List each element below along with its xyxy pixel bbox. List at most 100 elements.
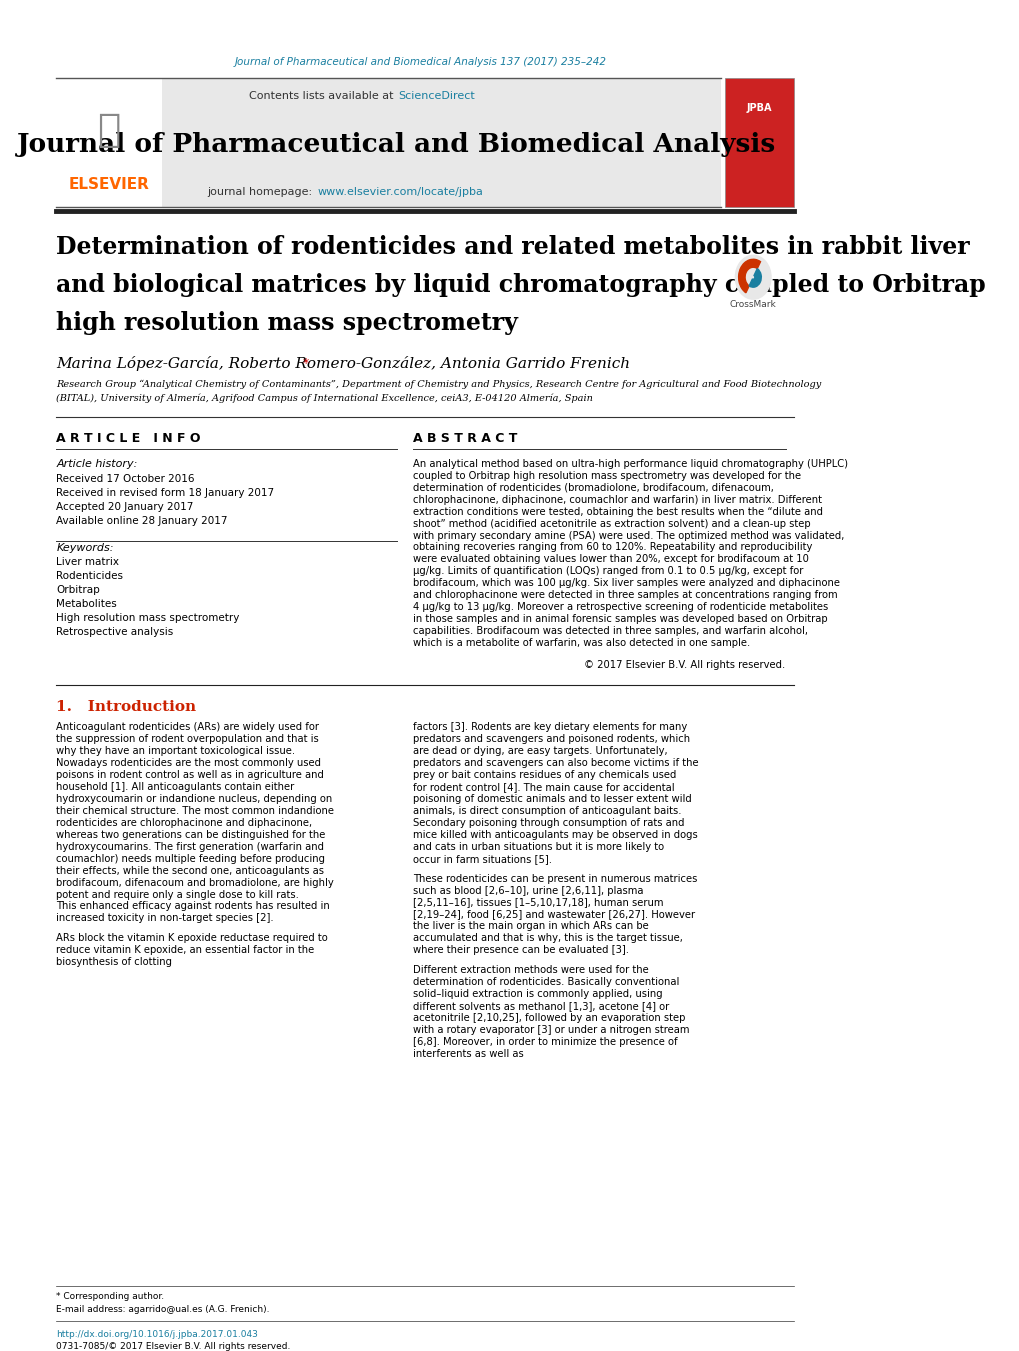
Text: obtaining recoveries ranging from 60 to 120%. Repeatability and reproducibility: obtaining recoveries ranging from 60 to …	[413, 543, 811, 553]
Text: different solvents as methanol [1,3], acetone [4] or: different solvents as methanol [1,3], ac…	[413, 1001, 668, 1011]
Text: [6,8]. Moreover, in order to minimize the presence of: [6,8]. Moreover, in order to minimize th…	[413, 1038, 677, 1047]
Text: where their presence can be evaluated [3].: where their presence can be evaluated [3…	[413, 946, 629, 955]
Text: 4 μg/kg to 13 μg/kg. Moreover a retrospective screening of rodenticide metabolit: 4 μg/kg to 13 μg/kg. Moreover a retrospe…	[413, 603, 827, 612]
Text: biosynthesis of clotting: biosynthesis of clotting	[56, 958, 172, 967]
Text: whereas two generations can be distinguished for the: whereas two generations can be distingui…	[56, 830, 325, 840]
Text: Marina López-García, Roberto Romero-González, Antonia Garrido Frenich: Marina López-García, Roberto Romero-Gonz…	[56, 357, 630, 372]
Text: 🌿: 🌿	[97, 111, 120, 149]
Text: 1.   Introduction: 1. Introduction	[56, 700, 197, 715]
Text: their chemical structure. The most common indandione: their chemical structure. The most commo…	[56, 805, 334, 816]
Text: mice killed with anticoagulants may be observed in dogs: mice killed with anticoagulants may be o…	[413, 830, 697, 840]
Text: and cats in urban situations but it is more likely to: and cats in urban situations but it is m…	[413, 842, 663, 851]
Text: [2,5,11–16], tissues [1–5,10,17,18], human serum: [2,5,11–16], tissues [1–5,10,17,18], hum…	[413, 897, 662, 908]
Text: Rodenticides: Rodenticides	[56, 571, 123, 581]
Text: acetonitrile [2,10,25], followed by an evaporation step: acetonitrile [2,10,25], followed by an e…	[413, 1013, 685, 1023]
Text: high resolution mass spectrometry: high resolution mass spectrometry	[56, 311, 518, 335]
Text: extraction conditions were tested, obtaining the best results when the “dilute a: extraction conditions were tested, obtai…	[413, 507, 822, 516]
Text: A B S T R A C T: A B S T R A C T	[413, 432, 517, 446]
Text: journal homepage:: journal homepage:	[207, 188, 315, 197]
Text: with primary secondary amine (PSA) were used. The optimized method was validated: with primary secondary amine (PSA) were …	[413, 531, 844, 540]
Text: capabilities. Brodifacoum was detected in three samples, and warfarin alcohol,: capabilities. Brodifacoum was detected i…	[413, 627, 807, 636]
Text: accumulated and that is why, this is the target tissue,: accumulated and that is why, this is the…	[413, 934, 682, 943]
Text: Contents lists available at: Contents lists available at	[249, 91, 396, 101]
Text: Different extraction methods were used for the: Different extraction methods were used f…	[413, 966, 648, 975]
Text: were evaluated obtaining values lower than 20%, except for brodifacoum at 10: were evaluated obtaining values lower th…	[413, 554, 808, 565]
Text: rodenticides are chlorophacinone and diphacinone,: rodenticides are chlorophacinone and dip…	[56, 817, 312, 828]
Text: Article history:: Article history:	[56, 459, 138, 469]
Text: brodifacoum, which was 100 μg/kg. Six liver samples were analyzed and diphacinon: brodifacoum, which was 100 μg/kg. Six li…	[413, 578, 839, 589]
Bar	[56, 78, 161, 208]
Text: interferents as well as: interferents as well as	[413, 1050, 523, 1059]
Text: © 2017 Elsevier B.V. All rights reserved.: © 2017 Elsevier B.V. All rights reserved…	[584, 661, 785, 670]
Text: Journal of Pharmaceutical and Biomedical Analysis 137 (2017) 235–242: Journal of Pharmaceutical and Biomedical…	[234, 57, 606, 66]
Text: such as blood [2,6–10], urine [2,6,11], plasma: such as blood [2,6–10], urine [2,6,11], …	[413, 885, 643, 896]
Text: in those samples and in animal forensic samples was developed based on Orbitrap: in those samples and in animal forensic …	[413, 615, 826, 624]
Text: Secondary poisoning through consumption of rats and: Secondary poisoning through consumption …	[413, 817, 684, 828]
Text: with a rotary evaporator [3] or under a nitrogen stream: with a rotary evaporator [3] or under a …	[413, 1025, 689, 1035]
Text: http://dx.doi.org/10.1016/j.jpba.2017.01.043: http://dx.doi.org/10.1016/j.jpba.2017.01…	[56, 1329, 258, 1339]
Text: JPBA: JPBA	[746, 103, 771, 112]
Text: solid–liquid extraction is commonly applied, using: solid–liquid extraction is commonly appl…	[413, 989, 661, 1000]
Text: predators and scavengers and poisoned rodents, which: predators and scavengers and poisoned ro…	[413, 734, 689, 744]
Text: ARs block the vitamin K epoxide reductase required to: ARs block the vitamin K epoxide reductas…	[56, 934, 328, 943]
Text: Received 17 October 2016: Received 17 October 2016	[56, 474, 195, 484]
Text: their effects, while the second one, anticoagulants as: their effects, while the second one, ant…	[56, 866, 324, 875]
Text: A R T I C L E   I N F O: A R T I C L E I N F O	[56, 432, 201, 446]
Text: brodifacoum, difenacoum and bromadiolone, are highly: brodifacoum, difenacoum and bromadiolone…	[56, 878, 333, 888]
Text: www.elsevier.com/locate/jpba: www.elsevier.com/locate/jpba	[317, 188, 483, 197]
Text: E-mail address: agarrido@ual.es (A.G. Frenich).: E-mail address: agarrido@ual.es (A.G. Fr…	[56, 1305, 269, 1315]
Text: for rodent control [4]. The main cause for accidental: for rodent control [4]. The main cause f…	[413, 782, 674, 792]
Text: CrossMark: CrossMark	[730, 300, 775, 308]
Text: *: *	[302, 358, 308, 370]
Bar	[56, 78, 720, 208]
Text: Available online 28 January 2017: Available online 28 January 2017	[56, 516, 227, 526]
Text: [2,19–24], food [6,25] and wastewater [26,27]. However: [2,19–24], food [6,25] and wastewater [2…	[413, 909, 694, 920]
Text: hydroxycoumarin or indandione nucleus, depending on: hydroxycoumarin or indandione nucleus, d…	[56, 794, 332, 804]
Text: Liver matrix: Liver matrix	[56, 558, 119, 567]
Text: predators and scavengers can also become victims if the: predators and scavengers can also become…	[413, 758, 698, 767]
Text: determination of rodenticides (bromadiolone, brodifacoum, difenacoum,: determination of rodenticides (bromadiol…	[413, 482, 773, 493]
Text: ScienceDirect: ScienceDirect	[397, 91, 475, 101]
Text: household [1]. All anticoagulants contain either: household [1]. All anticoagulants contai…	[56, 782, 294, 792]
Text: why they have an important toxicological issue.: why they have an important toxicological…	[56, 746, 296, 757]
Bar	[725, 78, 793, 208]
Circle shape	[735, 255, 770, 299]
Text: coumachlor) needs multiple feeding before producing: coumachlor) needs multiple feeding befor…	[56, 854, 325, 863]
Text: Keywords:: Keywords:	[56, 543, 114, 554]
Text: μg/kg. Limits of quantification (LOQs) ranged from 0.1 to 0.5 μg/kg, except for: μg/kg. Limits of quantification (LOQs) r…	[413, 566, 802, 577]
Wedge shape	[738, 259, 760, 293]
Text: Determination of rodenticides and related metabolites in rabbit liver: Determination of rodenticides and relate…	[56, 235, 969, 259]
Text: Research Group “Analytical Chemistry of Contaminants”, Department of Chemistry a: Research Group “Analytical Chemistry of …	[56, 380, 820, 389]
Text: Received in revised form 18 January 2017: Received in revised form 18 January 2017	[56, 488, 274, 497]
Text: This enhanced efficacy against rodents has resulted in: This enhanced efficacy against rodents h…	[56, 901, 330, 912]
Wedge shape	[748, 269, 760, 288]
Text: and biological matrices by liquid chromatography coupled to Orbitrap: and biological matrices by liquid chroma…	[56, 273, 985, 297]
Text: potent and require only a single dose to kill rats.: potent and require only a single dose to…	[56, 889, 299, 900]
Text: Journal of Pharmaceutical and Biomedical Analysis: Journal of Pharmaceutical and Biomedical…	[17, 132, 775, 157]
Text: Metabolites: Metabolites	[56, 600, 117, 609]
Text: coupled to Orbitrap high resolution mass spectrometry was developed for the: coupled to Orbitrap high resolution mass…	[413, 470, 800, 481]
Text: Nowadays rodenticides are the most commonly used: Nowadays rodenticides are the most commo…	[56, 758, 321, 767]
Text: hydroxycoumarins. The first generation (warfarin and: hydroxycoumarins. The first generation (…	[56, 842, 324, 851]
Text: chlorophacinone, diphacinone, coumachlor and warfarin) in liver matrix. Differen: chlorophacinone, diphacinone, coumachlor…	[413, 494, 821, 505]
Text: Anticoagulant rodenticides (ARs) are widely used for: Anticoagulant rodenticides (ARs) are wid…	[56, 721, 319, 732]
Text: Orbitrap: Orbitrap	[56, 585, 100, 596]
Text: poisoning of domestic animals and to lesser extent wild: poisoning of domestic animals and to les…	[413, 794, 691, 804]
Text: Accepted 20 January 2017: Accepted 20 January 2017	[56, 501, 194, 512]
Text: factors [3]. Rodents are key dietary elements for many: factors [3]. Rodents are key dietary ele…	[413, 721, 687, 732]
Text: These rodenticides can be present in numerous matrices: These rodenticides can be present in num…	[413, 874, 697, 884]
Text: shoot” method (acidified acetonitrile as extraction solvent) and a clean-up step: shoot” method (acidified acetonitrile as…	[413, 519, 810, 528]
Text: which is a metabolite of warfarin, was also detected in one sample.: which is a metabolite of warfarin, was a…	[413, 638, 749, 648]
Text: are dead or dying, are easy targets. Unfortunately,: are dead or dying, are easy targets. Unf…	[413, 746, 666, 757]
Text: and chlorophacinone were detected in three samples at concentrations ranging fro: and chlorophacinone were detected in thr…	[413, 590, 837, 600]
Text: the liver is the main organ in which ARs can be: the liver is the main organ in which ARs…	[413, 921, 648, 931]
Text: (BITAL), University of Almería, Agrifood Campus of International Excellence, cei: (BITAL), University of Almería, Agrifood…	[56, 393, 592, 403]
Text: determination of rodenticides. Basically conventional: determination of rodenticides. Basically…	[413, 977, 679, 988]
Text: ELSEVIER: ELSEVIER	[68, 177, 149, 192]
Text: High resolution mass spectrometry: High resolution mass spectrometry	[56, 613, 239, 623]
Text: the suppression of rodent overpopulation and that is: the suppression of rodent overpopulation…	[56, 734, 319, 744]
Text: poisons in rodent control as well as in agriculture and: poisons in rodent control as well as in …	[56, 770, 324, 780]
Text: increased toxicity in non-target species [2].: increased toxicity in non-target species…	[56, 913, 274, 924]
Text: reduce vitamin K epoxide, an essential factor in the: reduce vitamin K epoxide, an essential f…	[56, 946, 314, 955]
Text: An analytical method based on ultra-high performance liquid chromatography (UHPL: An analytical method based on ultra-high…	[413, 459, 847, 469]
